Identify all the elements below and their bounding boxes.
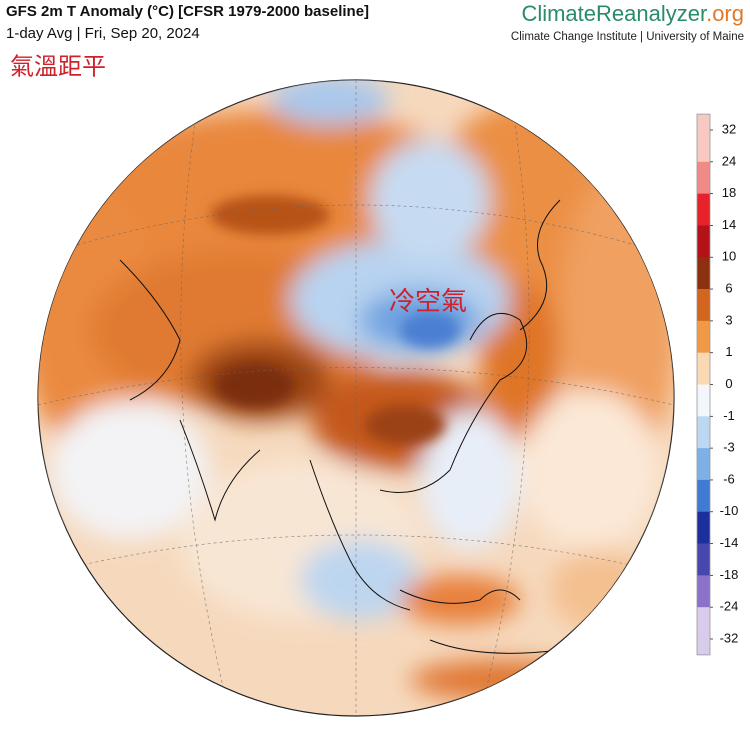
colorbar-tick-label: 14 [722, 217, 736, 232]
colorbar-bin [697, 607, 710, 640]
colorbar-tick-label: -24 [720, 599, 739, 614]
colorbar-bin [697, 352, 710, 385]
colorbar-bin [697, 193, 710, 226]
colorbar-tick-label: -1 [723, 408, 735, 423]
brand-suffix: .org [706, 1, 744, 26]
colorbar-bin [697, 161, 710, 194]
corner-annotation: 氣溫距平 [10, 53, 106, 81]
globe [37, 79, 675, 717]
colorbar-tick-label: -6 [723, 471, 735, 486]
colorbar-tick-label: 3 [725, 312, 732, 327]
colorbar-tick-label: 24 [722, 153, 736, 168]
colorbar-bin [697, 225, 710, 258]
colorbar-bin [697, 257, 710, 290]
colorbar-bin [697, 289, 710, 322]
brand: ClimateReanalyzer.org [521, 1, 744, 26]
subtitle: 1-day Avg | Fri, Sep 20, 2024 [6, 25, 200, 42]
colorbar-tick-label: -10 [720, 503, 739, 518]
anomaly-field [38, 80, 674, 716]
colorbar-bin [697, 416, 710, 449]
colorbar-tick-label: 6 [725, 281, 732, 296]
colorbar-bin [697, 384, 710, 417]
colorbar-cap [697, 114, 710, 130]
colorbar-tick-label: 18 [722, 185, 736, 200]
institute: Climate Change Institute | University of… [511, 31, 744, 43]
colorbar-bin [697, 575, 710, 608]
colorbar-tick-label: 32 [722, 121, 736, 136]
colorbar-tick-label: 1 [725, 344, 732, 359]
colorbar-bin [697, 130, 710, 163]
colorbar-bin [697, 511, 710, 544]
colorbar-tick-label: 10 [722, 249, 736, 264]
colorbar-bin [697, 448, 710, 481]
title: GFS 2m T Anomaly (°C) [CFSR 1979-2000 ba… [6, 3, 369, 20]
colorbar-bin [697, 320, 710, 353]
colorbar-tick-label: -14 [720, 535, 739, 550]
colorbar-tick-label: -18 [720, 567, 739, 582]
colorbar-tick-label: -3 [723, 440, 735, 455]
map-annotation: 冷空氣 [389, 287, 467, 317]
colorbar-cap [697, 639, 710, 655]
brand-main: ClimateReanalyzer [521, 1, 707, 26]
colorbar-bin [697, 543, 710, 576]
colorbar-tick-label: -32 [720, 630, 739, 645]
colorbar-bin [697, 479, 710, 513]
colorbar-tick-label: 0 [725, 376, 732, 391]
